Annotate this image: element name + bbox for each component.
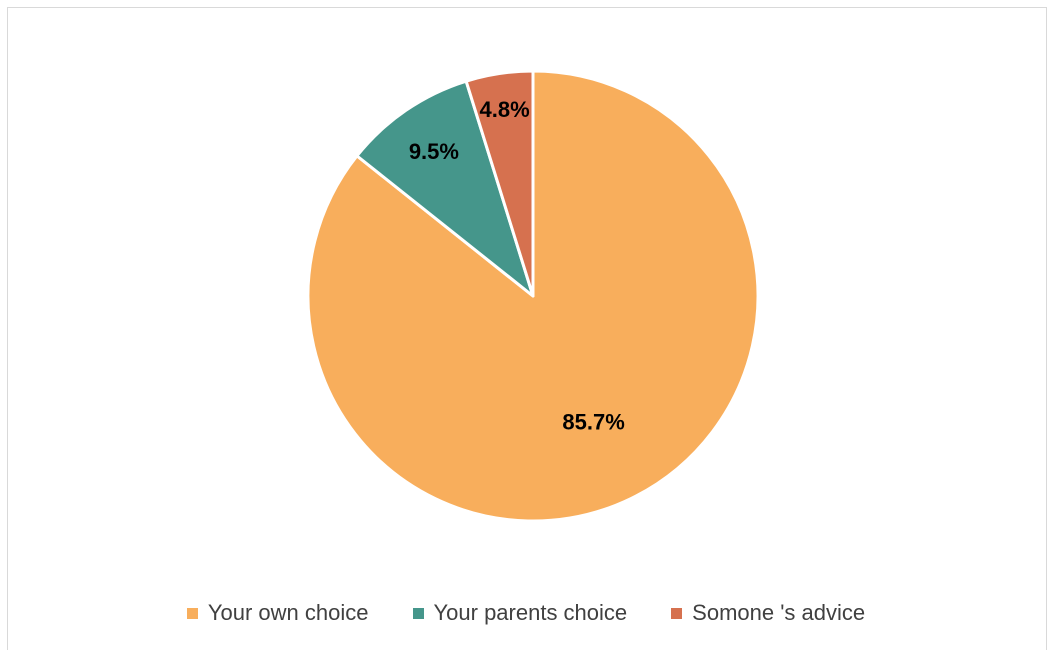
legend-label-parents-choice: Your parents choice bbox=[433, 600, 628, 625]
legend-label-own-choice: Your own choice bbox=[207, 600, 369, 625]
legend-swatch-someone-advice bbox=[671, 607, 683, 619]
legend-item-someone-advice: Somone 's advice bbox=[671, 600, 865, 626]
data-label-own-choice: 85.7% bbox=[562, 410, 624, 435]
slice-own-choice bbox=[306, 69, 760, 523]
legend-swatch-parents-choice bbox=[412, 607, 424, 619]
legend-item-own-choice: Your own choice bbox=[186, 600, 369, 626]
data-label-someone-advice: 4.8% bbox=[480, 97, 530, 122]
legend: Your own choice Your parents choice Somo… bbox=[0, 598, 1052, 628]
legend-item-parents-choice: Your parents choice bbox=[412, 600, 628, 626]
data-label-parents-choice: 9.5% bbox=[409, 139, 459, 164]
pie-chart: 85.7% 9.5% 4.8% bbox=[306, 69, 760, 523]
legend-swatch-own-choice bbox=[186, 607, 198, 619]
chart-frame bbox=[7, 7, 1047, 650]
legend-label-someone-advice: Somone 's advice bbox=[692, 600, 866, 625]
slice-parents-choice bbox=[355, 79, 535, 298]
slice-someone-advice bbox=[464, 69, 535, 298]
